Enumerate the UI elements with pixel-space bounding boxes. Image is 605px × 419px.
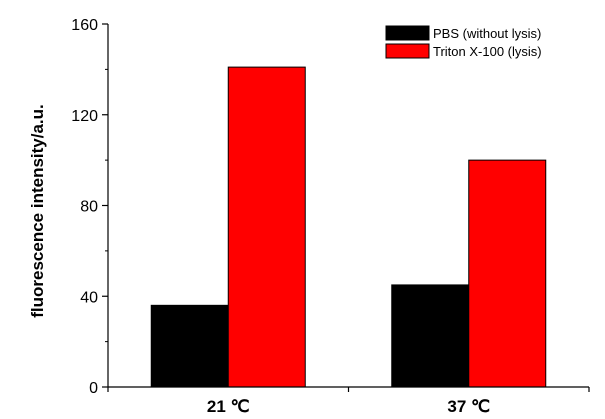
legend-swatch [385, 43, 430, 59]
y-tick-label: 160 [71, 17, 98, 34]
legend: PBS (without lysis) Triton X-100 (lysis) [385, 25, 542, 59]
plot-area: 21 ℃ 37 ℃ 0 40 80 120 160 [71, 17, 590, 416]
y-tick-label: 80 [80, 199, 98, 216]
bar-pbs-0 [150, 304, 229, 388]
y-tick-label: 0 [89, 380, 98, 397]
legend-swatch [385, 25, 430, 41]
y-tick-label: 40 [80, 289, 98, 306]
bar-pbs-1 [391, 284, 470, 388]
legend-label: PBS (without lysis) [433, 26, 541, 41]
x-tick-label: 37 ℃ [447, 397, 490, 416]
x-tick-label: 21 ℃ [207, 397, 250, 416]
legend-label: Triton X-100 (lysis) [433, 44, 542, 59]
y-axis-title: fluorescence intensity/a.u. [28, 104, 47, 318]
bar-triton-0 [227, 66, 306, 388]
y-tick-label: 120 [71, 108, 98, 125]
bar-triton-1 [468, 159, 547, 388]
